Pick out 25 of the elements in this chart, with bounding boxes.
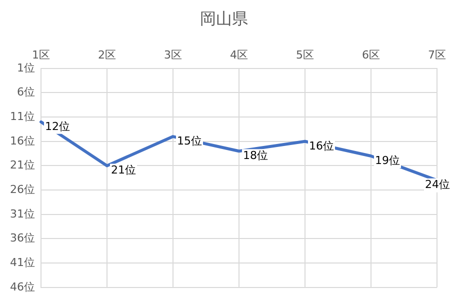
data-label: 12位 — [44, 120, 70, 133]
y-tick-label: 31位 — [10, 207, 35, 220]
y-tick-label: 46位 — [10, 280, 35, 294]
y-tick-label: 26位 — [10, 182, 35, 196]
y-tick-label: 36位 — [10, 232, 35, 245]
x-tick-label: 5区 — [296, 48, 314, 62]
x-tick-label: 2区 — [98, 48, 116, 62]
x-tick-label: 1区 — [32, 48, 50, 62]
y-tick-label: 16位 — [10, 134, 35, 148]
data-label: 19位 — [375, 154, 400, 167]
y-tick-label: 6位 — [16, 86, 35, 99]
x-tick-label: 4区 — [230, 48, 248, 62]
y-tick-label: 11位 — [10, 110, 35, 123]
x-tick-label: 6区 — [362, 48, 380, 62]
x-tick-label: 3区 — [164, 48, 182, 62]
y-tick-label: 41位 — [10, 256, 35, 269]
y-tick-label: 1位 — [16, 61, 35, 74]
data-label: 18位 — [243, 148, 268, 162]
y-tick-label: 21位 — [10, 158, 35, 172]
data-label: 21位 — [111, 164, 136, 177]
x-tick-label: 7区 — [428, 48, 446, 62]
data-label: 24位 — [425, 178, 450, 192]
chart-title: 岡山県 — [200, 8, 248, 28]
data-label: 16位 — [309, 139, 334, 152]
data-label: 15位 — [177, 134, 202, 148]
